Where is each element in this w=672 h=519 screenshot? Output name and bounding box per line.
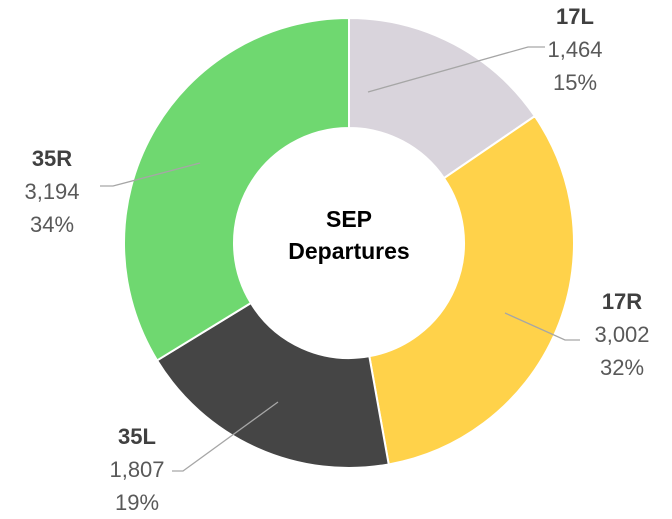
donut-slice (348, 16, 537, 180)
leader-line (504, 312, 580, 341)
chart-title: SEP Departures (288, 206, 410, 264)
slice-percent-label: 34% (30, 212, 74, 237)
leader-line (100, 162, 201, 187)
donut-slice (155, 301, 390, 469)
slice-percent-label: 15% (553, 70, 597, 95)
leader-line (172, 401, 279, 472)
donut-slice (368, 114, 575, 466)
slice-category-label: 35L (118, 424, 156, 449)
leader-line (367, 46, 545, 93)
donut-slice (123, 16, 350, 362)
slice-value-label: 1,807 (109, 457, 164, 482)
slice-percent-label: 32% (600, 355, 644, 380)
slice-percent-label: 19% (115, 490, 159, 515)
slice-category-label: 17L (556, 4, 594, 29)
slice-category-label: 17R (602, 289, 642, 314)
slice-value-label: 3,002 (594, 322, 649, 347)
slice-category-label: 35R (32, 146, 72, 171)
slice-value-label: 3,194 (24, 179, 79, 204)
slice-value-label: 1,464 (547, 37, 602, 62)
